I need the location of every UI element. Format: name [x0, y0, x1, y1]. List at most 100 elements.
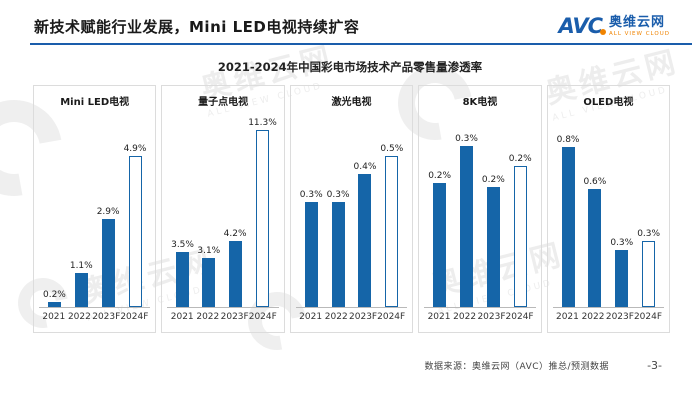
bar-value-label: 3.5%	[171, 240, 194, 250]
x-tick: 2024F	[120, 312, 149, 322]
bar-column: 4.9%	[122, 111, 149, 307]
bar-column: 0.8%	[555, 111, 582, 307]
x-tick: 2023F	[220, 312, 249, 322]
bar-value-label: 0.3%	[455, 134, 478, 144]
bar-column: 0.6%	[581, 111, 608, 307]
x-tick: 2021	[555, 312, 579, 322]
avc-logo-abbr: AVC	[559, 16, 607, 37]
bar-2024f	[513, 166, 527, 307]
panel-title: 激光电视	[331, 97, 372, 108]
bar-value-label: 0.8%	[556, 135, 580, 145]
bar-column: 11.3%	[248, 111, 277, 307]
panel-title: OLED电视	[583, 97, 634, 108]
x-axis-labels: 2021 2022 2023F 2024F	[553, 308, 664, 328]
bar-value-label: 0.3%	[326, 190, 350, 200]
bar-2024f	[385, 156, 399, 307]
bar-2021	[304, 202, 318, 307]
x-axis-labels: 2021 2022 2023F 2024F	[167, 308, 278, 328]
bar-value-label: 0.3%	[299, 190, 323, 200]
bar-column: 0.3%	[325, 111, 352, 307]
bar-2022	[460, 146, 473, 307]
panel-quantum-dot: 量子点电视 3.5% 3.1% 4.2% 11.3% 2021 2022 202…	[161, 85, 285, 333]
x-tick: 2021	[170, 312, 194, 322]
x-tick: 2021	[299, 312, 323, 322]
x-tick: 2022	[67, 312, 91, 322]
bar-column: 0.3%	[608, 111, 635, 307]
x-tick: 2022	[581, 312, 605, 322]
bar-2023f	[228, 241, 242, 307]
plot-area: 3.5% 3.1% 4.2% 11.3%	[167, 111, 279, 308]
bar-column: 0.2%	[507, 111, 534, 307]
x-axis-labels: 2021 2022 2023F 2024F	[39, 308, 150, 328]
bar-column: 0.3%	[635, 111, 662, 307]
bar-2023f	[615, 250, 629, 307]
bar-column: 0.3%	[453, 111, 480, 307]
bar-column: 3.5%	[169, 111, 195, 307]
plot-area: 0.2% 1.1% 2.9% 4.9%	[39, 111, 151, 308]
x-axis-labels: 2021 2022 2023F 2024F	[424, 308, 535, 328]
plot-area: 0.3% 0.3% 0.4% 0.5%	[295, 111, 408, 308]
avc-logo: AVC 奥维云网 ALL VIEW CLOUD	[559, 16, 670, 37]
avc-logo-name-cn: 奥维云网	[609, 15, 666, 31]
x-tick: 2021	[42, 312, 66, 322]
panel-title: 量子点电视	[198, 97, 249, 108]
bar-value-label: 1.1%	[69, 261, 93, 271]
data-source-note: 数据来源：奥维云网（AVC）推总/预测数据	[424, 362, 610, 372]
bar-value-label: 2.9%	[96, 207, 120, 217]
bar-2021	[561, 147, 575, 307]
x-axis-labels: 2021 2022 2023F 2024F	[296, 308, 407, 328]
bar-column: 1.1%	[68, 111, 95, 307]
panel-8k-tv: 8K电视 0.2% 0.3% 0.2% 0.2% 2021 2022 2023F…	[418, 85, 542, 333]
bar-2023f	[101, 219, 115, 307]
bar-column: 0.3%	[298, 111, 325, 307]
x-tick: 2024F	[248, 312, 277, 322]
bar-value-label: 0.4%	[353, 162, 377, 172]
x-tick: 2023F	[605, 312, 634, 322]
bar-column: 0.2%	[480, 111, 507, 307]
x-tick: 2023F	[349, 312, 378, 322]
footer: 数据来源：奥维云网（AVC）推总/预测数据 -3-	[425, 359, 663, 372]
page-title: 新技术赋能行业发展，Mini LED电视持续扩容	[34, 18, 360, 36]
bar-value-label: 0.3%	[610, 238, 634, 248]
x-tick: 2023F	[477, 312, 506, 322]
x-tick: 2022	[324, 312, 348, 322]
bar-value-label: 0.5%	[380, 144, 404, 154]
bar-2024f	[256, 130, 269, 307]
bar-value-label: 0.2%	[508, 154, 532, 164]
bar-column: 0.4%	[352, 111, 379, 307]
panel-laser-tv: 激光电视 0.3% 0.3% 0.4% 0.5% 2021 2022 2023F…	[289, 85, 414, 333]
panel-oled-tv: OLED电视 0.8% 0.6% 0.3% 0.3% 2021 2022 202…	[546, 85, 671, 333]
bar-column: 3.1%	[196, 111, 222, 307]
header: 新技术赋能行业发展，Mini LED电视持续扩容 AVC 奥维云网 ALL VI…	[0, 0, 700, 43]
avc-logo-name-en: ALL VIEW CLOUD	[609, 30, 670, 37]
bar-2024f	[642, 241, 656, 307]
chart-panels-row: Mini LED电视 0.2% 1.1% 2.9% 4.9% 2021 2022…	[33, 85, 671, 333]
bar-value-label: 0.6%	[583, 177, 607, 187]
avc-logo-orange-dot-icon	[600, 29, 607, 35]
bar-value-label: 4.2%	[223, 229, 247, 239]
chart-title: 2021-2024年中国彩电市场技术产品零售量渗透率	[217, 60, 483, 74]
bar-2023f	[358, 174, 372, 307]
bar-2022	[74, 273, 88, 307]
bar-column: 0.5%	[378, 111, 405, 307]
bar-column: 0.2%	[41, 111, 68, 307]
plot-area: 0.2% 0.3% 0.2% 0.2%	[424, 111, 536, 308]
x-tick: 2021	[427, 312, 451, 322]
bar-2021	[176, 252, 190, 307]
bar-value-label: 0.2%	[428, 171, 452, 181]
bar-2022	[331, 202, 345, 307]
x-tick: 2024F	[505, 312, 534, 322]
bar-value-label: 11.3%	[248, 118, 277, 128]
bar-value-label: 4.9%	[123, 144, 147, 154]
bar-value-label: 3.1%	[197, 246, 221, 256]
x-tick: 2022	[453, 312, 477, 322]
panel-mini-led: Mini LED电视 0.2% 1.1% 2.9% 4.9% 2021 2022…	[33, 85, 157, 333]
x-tick: 2022	[196, 312, 220, 322]
panel-title: 8K电视	[462, 97, 498, 108]
bar-2021	[47, 302, 61, 307]
bar-value-label: 0.2%	[42, 290, 66, 300]
x-tick: 2024F	[377, 312, 406, 322]
bar-column: 2.9%	[95, 111, 122, 307]
bar-column: 0.2%	[426, 111, 453, 307]
